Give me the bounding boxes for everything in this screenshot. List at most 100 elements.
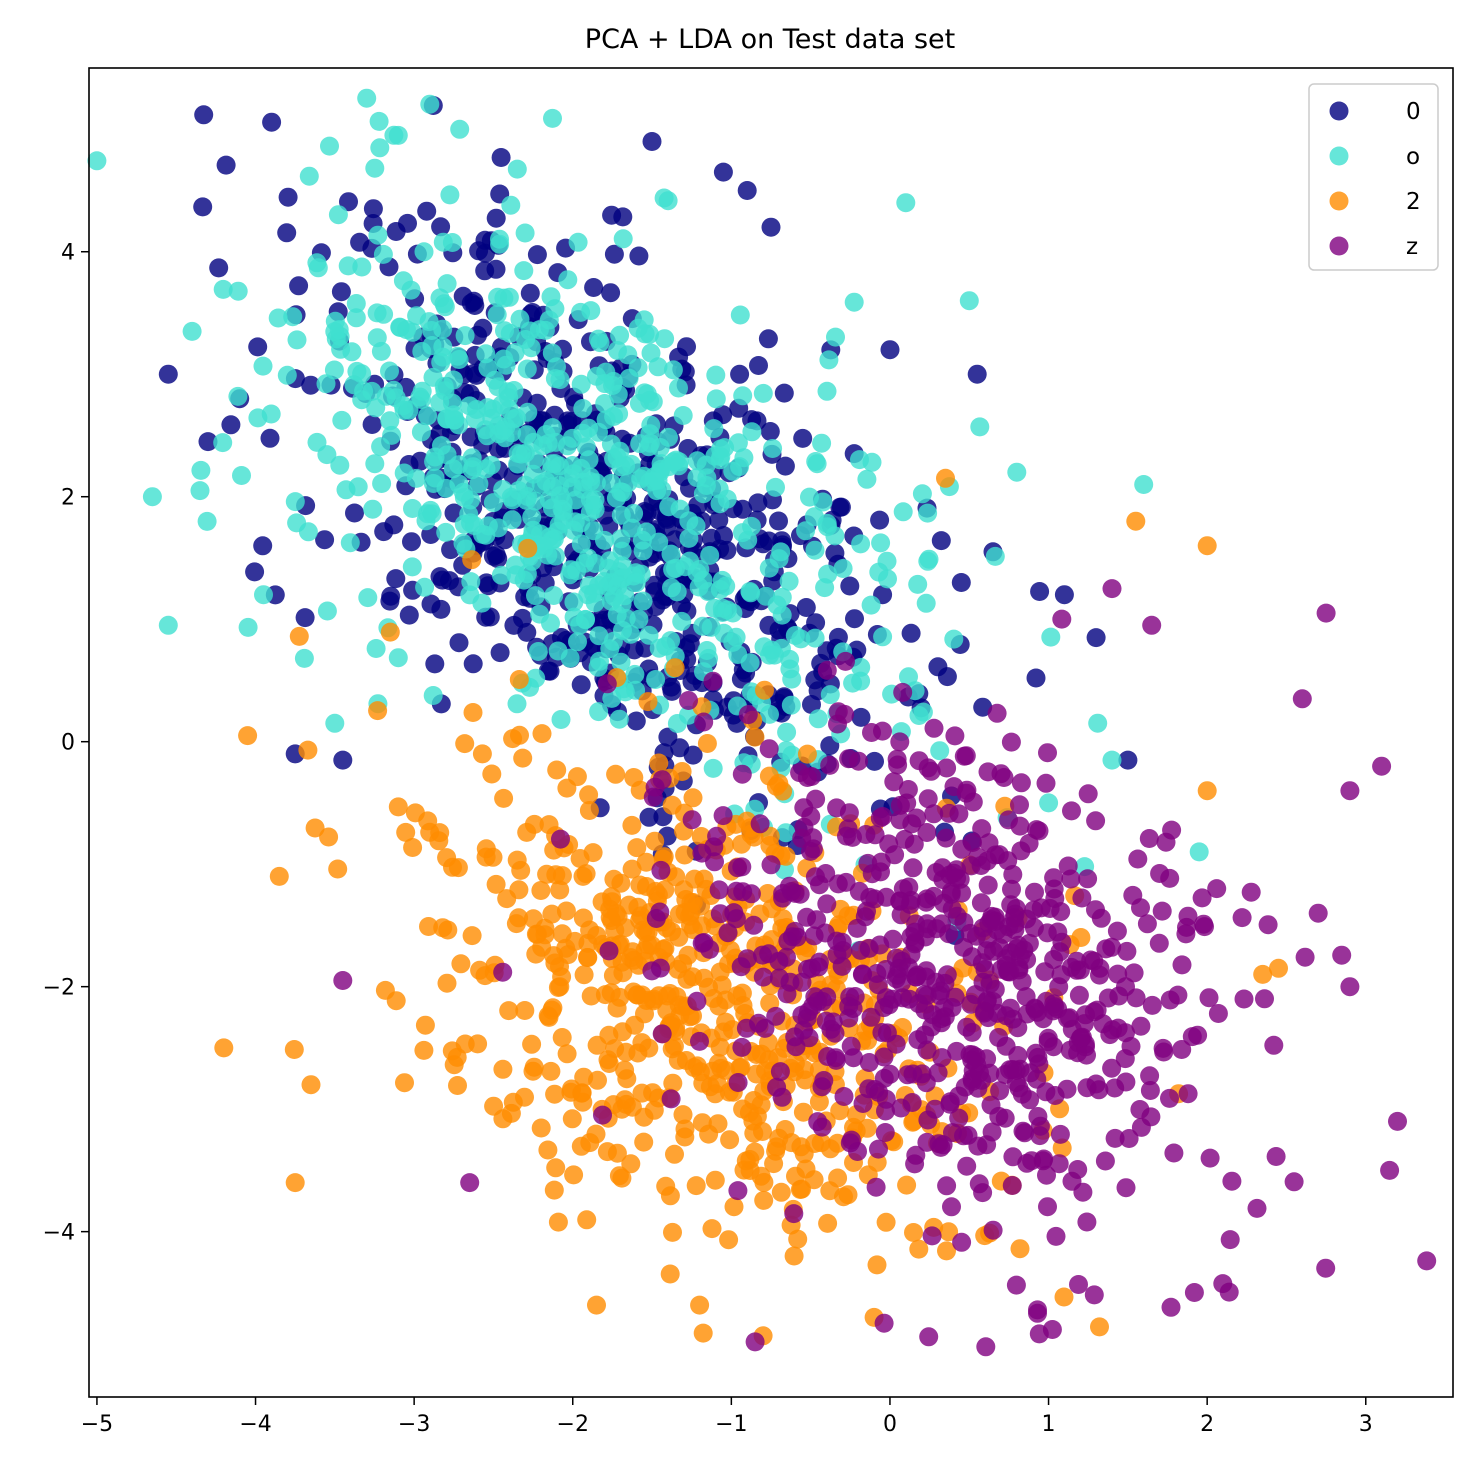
data-point: [734, 448, 754, 468]
data-point: [557, 1044, 577, 1064]
data-point: [1077, 1045, 1096, 1065]
data-point: [733, 386, 753, 406]
data-point: [954, 746, 974, 766]
data-point: [665, 658, 685, 678]
data-point: [1049, 1154, 1069, 1174]
data-point: [486, 208, 506, 228]
data-point: [622, 859, 642, 879]
data-point: [1388, 1111, 1407, 1131]
data-point: [978, 875, 998, 895]
data-point: [942, 899, 962, 919]
data-point: [687, 451, 707, 471]
data-point: [530, 524, 550, 544]
data-point: [632, 1083, 652, 1103]
data-point: [536, 425, 556, 444]
data-point: [395, 1073, 414, 1093]
data-point: [951, 573, 971, 592]
data-point: [1308, 903, 1328, 923]
data-point: [552, 866, 572, 886]
data-point: [638, 692, 658, 712]
data-point: [865, 751, 884, 771]
series-1: [87, 88, 1209, 961]
data-point: [942, 1197, 961, 1217]
data-point: [415, 1015, 435, 1035]
data-point: [971, 893, 991, 913]
data-point: [1141, 1107, 1161, 1127]
data-point: [994, 768, 1014, 787]
data-point: [420, 94, 440, 114]
data-point: [488, 377, 508, 397]
data-point: [491, 565, 511, 585]
data-point: [268, 308, 288, 328]
data-point: [487, 305, 507, 325]
data-point: [673, 406, 693, 425]
data-point: [652, 1024, 672, 1044]
data-point: [961, 856, 981, 876]
data-point: [660, 1264, 680, 1284]
data-point: [578, 948, 598, 967]
data-point: [917, 823, 937, 842]
data-point: [370, 138, 390, 158]
data-point: [817, 513, 837, 533]
data-point: [547, 760, 567, 780]
data-point: [1071, 1028, 1091, 1048]
data-point: [403, 322, 423, 342]
data-point: [402, 557, 422, 577]
data-point: [502, 510, 522, 530]
data-point: [654, 188, 674, 208]
data-point: [571, 675, 591, 695]
data-point: [410, 451, 430, 471]
data-point: [191, 460, 211, 480]
data-point: [989, 1106, 1009, 1126]
data-point: [609, 709, 629, 729]
data-point: [700, 939, 720, 959]
data-point: [1178, 906, 1198, 926]
data-point: [1160, 868, 1180, 888]
data-point: [809, 952, 829, 972]
data-point: [193, 197, 213, 217]
data-point: [933, 870, 953, 890]
data-point: [1199, 988, 1219, 1008]
data-point: [1247, 1198, 1267, 1218]
data-point: [797, 768, 817, 787]
data-point: [448, 1076, 467, 1095]
data-point: [1010, 1239, 1030, 1259]
data-point: [1002, 1176, 1022, 1195]
data-point: [1340, 977, 1360, 997]
data-point: [472, 744, 492, 764]
legend-label: o: [1406, 144, 1420, 170]
data-point: [1161, 1297, 1181, 1317]
data-point: [1253, 964, 1273, 984]
data-point: [158, 615, 178, 635]
data-point: [571, 374, 591, 394]
data-point: [862, 723, 881, 742]
data-point: [517, 490, 536, 510]
data-point: [393, 271, 413, 291]
data-point: [705, 1170, 725, 1190]
data-point: [710, 1037, 730, 1057]
data-point: [621, 624, 641, 644]
data-point: [652, 480, 672, 500]
data-point: [888, 755, 908, 775]
data-point: [298, 740, 318, 760]
data-point: [659, 427, 678, 447]
data-point: [406, 468, 426, 488]
data-point: [732, 764, 752, 784]
data-point: [661, 631, 681, 651]
data-point: [983, 1220, 1003, 1240]
data-point: [1168, 985, 1188, 1005]
data-point: [624, 503, 644, 523]
data-point: [319, 827, 339, 847]
data-point: [501, 195, 521, 215]
data-point: [213, 433, 233, 453]
data-point: [437, 274, 457, 294]
data-point: [884, 772, 904, 792]
data-point: [1124, 963, 1144, 983]
data-point: [618, 345, 638, 365]
data-point: [814, 1071, 834, 1090]
data-point: [732, 1037, 752, 1057]
data-point: [697, 734, 717, 753]
data-point: [513, 748, 533, 768]
data-point: [851, 534, 871, 554]
data-point: [1073, 1182, 1093, 1202]
